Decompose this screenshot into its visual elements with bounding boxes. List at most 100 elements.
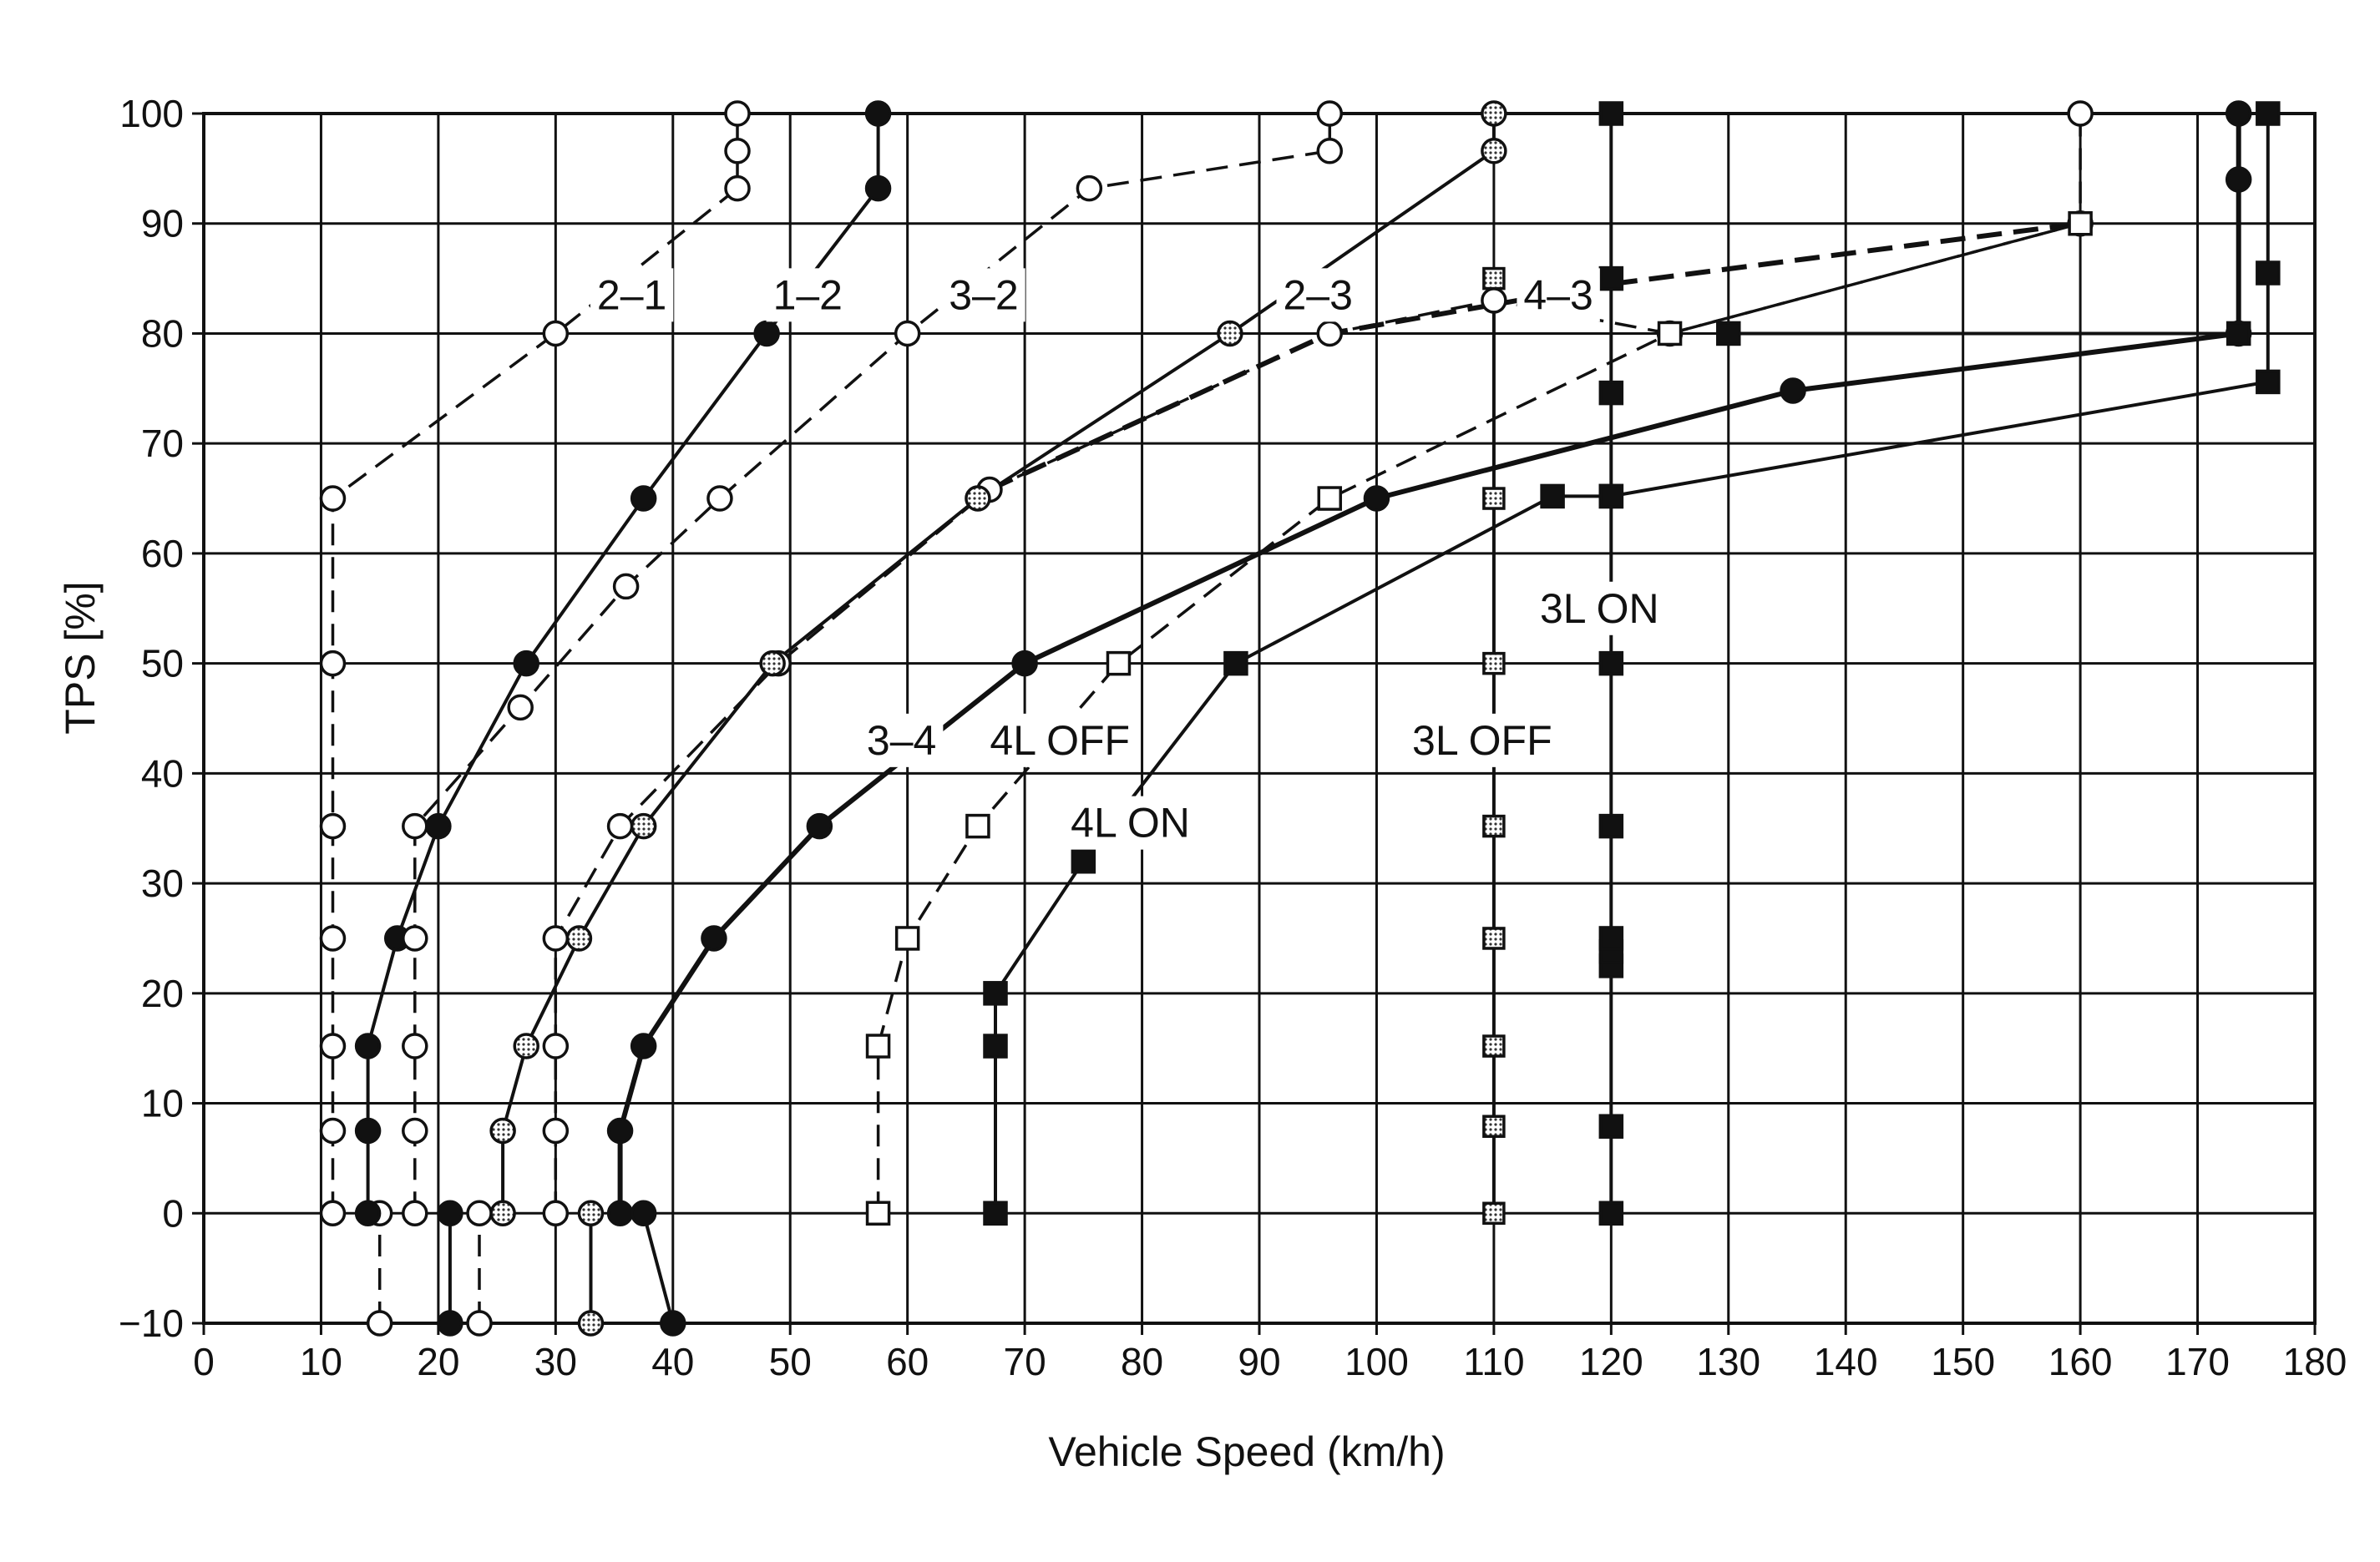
series-label-background (1276, 268, 1360, 322)
data-point (1071, 848, 1096, 874)
data-point (865, 1201, 891, 1226)
series-line (501, 114, 1496, 1214)
data-point (612, 573, 640, 600)
data-point (630, 1033, 657, 1059)
data-point (466, 1200, 493, 1227)
data-point (402, 1117, 428, 1145)
data-point (2068, 210, 2093, 236)
series-line (413, 114, 1332, 1214)
data-point (489, 1117, 516, 1145)
y-tick-label: 0 (162, 1191, 184, 1235)
data-point (366, 1310, 393, 1337)
data-point (660, 1310, 686, 1337)
series-label: 3–4 (867, 717, 936, 764)
data-point (864, 100, 892, 127)
y-axis-title: TPS [%] (57, 581, 104, 734)
data-point (565, 925, 593, 952)
data-point (319, 1200, 347, 1227)
data-point (402, 1033, 428, 1059)
series-line (641, 1212, 675, 1324)
data-point (513, 1033, 539, 1059)
data-point (1598, 101, 1624, 126)
data-point (1657, 321, 1683, 346)
data-point (983, 981, 1008, 1006)
data-point (753, 320, 780, 347)
y-tick-label: 20 (141, 972, 184, 1015)
series-label-background (983, 713, 1137, 767)
x-tick-label: 120 (1579, 1340, 1643, 1383)
data-point (577, 1310, 605, 1337)
y-tick-label: 90 (141, 202, 184, 245)
data-point (630, 485, 657, 512)
data-point (2256, 260, 2281, 286)
data-point (2067, 100, 2094, 127)
x-tick-label: 160 (2048, 1340, 2113, 1383)
series-label: 4–3 (1523, 271, 1593, 318)
data-point (437, 1310, 463, 1337)
data-point (2226, 321, 2251, 346)
data-point (354, 1117, 382, 1145)
data-point (1317, 486, 1343, 511)
x-tick-label: 140 (1814, 1340, 1878, 1383)
data-point (319, 1117, 347, 1145)
data-point (1363, 485, 1390, 512)
series-label-background (1405, 713, 1559, 767)
label-layer: 2–1 1–2 3–2 2–3 4–3 3L ON 3–4 4L OFF 3L OFF 4L ON (590, 268, 1666, 850)
data-point (2225, 166, 2252, 193)
data-point (437, 1200, 463, 1227)
data-point (1482, 651, 1506, 675)
data-point (1316, 320, 1344, 347)
series-label: 2–1 (597, 271, 666, 318)
data-point (894, 320, 921, 347)
data-point (1780, 377, 1806, 404)
data-point (1011, 650, 1038, 677)
data-point (724, 100, 751, 127)
y-tick-label: 80 (141, 311, 184, 355)
series-label: 3L ON (1540, 585, 1659, 632)
series-line (554, 114, 2082, 1214)
axis-layer: 0 10 20 30 40 50 60 70 80 90 100 110 120 130 140 150 160… (119, 92, 2347, 1383)
y-tick-label: 100 (119, 92, 184, 135)
data-point (425, 812, 452, 840)
series-label-background (1064, 796, 1197, 850)
data-point (319, 1033, 347, 1059)
data-point (865, 1034, 891, 1059)
x-tick-label: 60 (886, 1340, 929, 1383)
data-point (983, 1201, 1008, 1226)
data-point (542, 320, 570, 347)
data-point (542, 925, 570, 952)
data-point (1482, 487, 1506, 510)
data-point (402, 925, 428, 952)
x-tick-label: 10 (300, 1340, 342, 1383)
data-point (1481, 138, 1507, 164)
x-tick-label: 150 (1931, 1340, 1995, 1383)
data-point (965, 485, 991, 512)
data-point (606, 1117, 634, 1145)
series-label: 3L OFF (1412, 717, 1552, 764)
data-point (759, 650, 786, 677)
data-point (319, 650, 347, 677)
data-point (507, 694, 534, 721)
series-label-background (942, 268, 1025, 322)
data-point (542, 1117, 570, 1145)
x-tick-label: 100 (1344, 1340, 1409, 1383)
data-point (1540, 483, 1565, 509)
series-line (366, 114, 880, 1214)
data-point (1598, 813, 1624, 839)
data-point (2256, 101, 2281, 126)
data-point (701, 925, 727, 952)
x-tick-label: 0 (193, 1340, 215, 1383)
data-point (1481, 287, 1507, 314)
data-point (1482, 927, 1506, 950)
x-tick-label: 50 (769, 1340, 812, 1383)
y-tick-label: 30 (141, 862, 184, 905)
data-point (1598, 1114, 1624, 1139)
data-point (1482, 266, 1506, 291)
data-point (724, 174, 751, 202)
data-point (354, 1200, 382, 1227)
data-point (319, 925, 347, 952)
series-label-background (1532, 581, 1666, 635)
x-tick-label: 70 (1004, 1340, 1046, 1383)
data-point (894, 926, 920, 951)
